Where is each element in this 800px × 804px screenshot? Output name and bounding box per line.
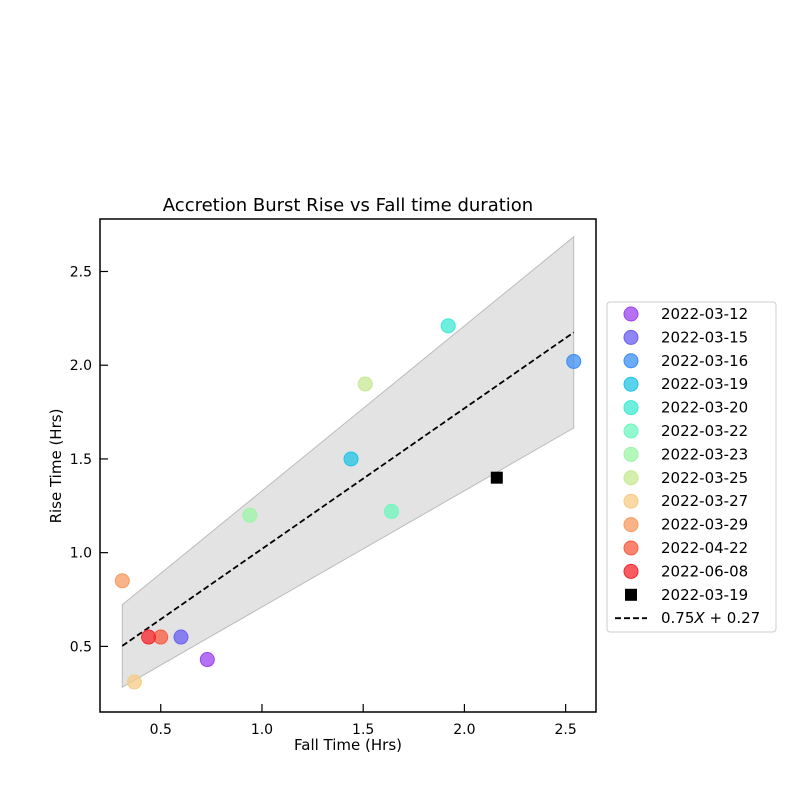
legend-marker — [623, 517, 639, 533]
y-tick-label: 0.5 — [70, 639, 92, 655]
legend-label: 2022-03-25 — [661, 469, 748, 487]
data-point — [343, 451, 359, 467]
data-point — [440, 318, 456, 334]
legend-label: 2022-03-19 — [661, 375, 748, 393]
legend-marker — [623, 540, 639, 556]
x-tick-label: 0.5 — [150, 722, 172, 738]
legend-label: 2022-03-15 — [661, 328, 748, 346]
legend-marker — [623, 423, 639, 439]
legend-marker — [623, 306, 639, 322]
legend-label: 2022-04-22 — [661, 539, 748, 557]
data-points-layer — [114, 318, 582, 690]
plot-frame — [99, 218, 597, 713]
data-point — [141, 629, 157, 645]
x-axis-label: Fall Time (Hrs) — [294, 736, 402, 754]
x-tick-label: 2.5 — [554, 722, 576, 738]
y-axis-ticks: 0.5 1.0 1.5 2.0 2.5 — [70, 264, 108, 655]
fit-line-layer — [121, 331, 575, 647]
legend-label: 2022-03-12 — [661, 305, 748, 323]
legend-marker — [623, 493, 639, 509]
fit-line — [121, 331, 575, 647]
fit-intercept: + 0.27 — [705, 609, 761, 627]
fit-slope: 0.75 — [661, 609, 694, 627]
data-point-square — [490, 471, 503, 484]
legend-marker-square — [625, 588, 637, 601]
y-axis-label: Rise Time (Hrs) — [47, 409, 65, 524]
legend-fit-label: 0.75X + 0.27 — [661, 609, 760, 627]
data-point — [384, 503, 400, 519]
y-tick-label: 1.5 — [70, 452, 92, 468]
chart-title: Accretion Burst Rise vs Fall time durati… — [163, 195, 533, 216]
legend-frame — [606, 301, 777, 633]
data-point — [199, 652, 215, 668]
data-point — [357, 376, 373, 392]
legend-marker — [623, 353, 639, 369]
fit-variable: X — [693, 609, 705, 627]
legend-label: 2022-03-23 — [661, 445, 748, 463]
x-tick-label: 2.0 — [453, 722, 475, 738]
y-tick-label: 2.5 — [70, 264, 92, 280]
legend-items: 2022-03-12 2022-03-15 2022-03-16 2022-03-19… — [615, 305, 760, 627]
legend-label: 2022-03-19 — [661, 586, 748, 604]
data-point — [114, 573, 130, 589]
x-tick-label: 1.5 — [352, 722, 374, 738]
legend-marker — [623, 446, 639, 462]
y-tick-label: 2.0 — [70, 358, 92, 374]
legend: 2022-03-12 2022-03-15 2022-03-16 2022-03-19… — [606, 301, 777, 633]
legend-marker — [623, 329, 639, 345]
data-point — [566, 353, 582, 369]
y-tick-label: 1.0 — [70, 546, 92, 562]
x-tick-label: 1.0 — [251, 722, 273, 738]
legend-label: 2022-03-27 — [661, 492, 748, 510]
legend-marker — [623, 470, 639, 486]
data-point — [126, 674, 142, 690]
legend-label: 2022-03-16 — [661, 352, 748, 370]
legend-marker — [623, 376, 639, 392]
legend-label: 2022-06-08 — [661, 562, 748, 580]
data-point — [173, 629, 189, 645]
legend-marker — [623, 400, 639, 416]
legend-label: 2022-03-29 — [661, 516, 748, 534]
x-axis-ticks: 0.5 1.0 1.5 2.0 2.5 — [150, 704, 577, 738]
legend-label: 2022-03-22 — [661, 422, 748, 440]
legend-marker — [623, 563, 639, 579]
data-point — [242, 507, 258, 523]
legend-label: 2022-03-20 — [661, 399, 748, 417]
